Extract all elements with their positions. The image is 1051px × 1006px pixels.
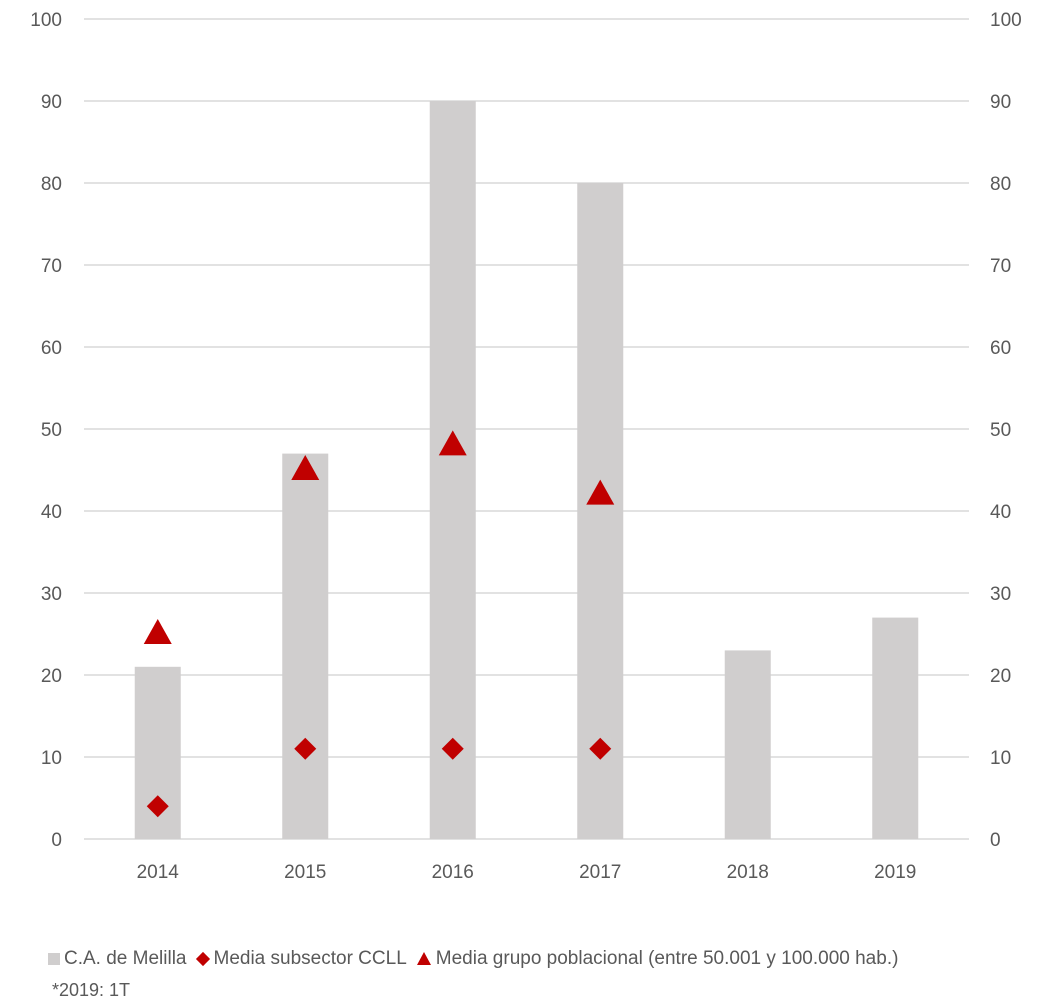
y-tick-label-right: 60 [990, 338, 1011, 359]
y-tick-label-left: 80 [41, 174, 62, 195]
legend-bar-swatch-icon [48, 953, 60, 965]
legend-label-subsector: Media subsector CCLL [213, 948, 407, 969]
diamond-point-2014 [146, 795, 169, 818]
y-tick-label-right: 100 [990, 10, 1022, 31]
bar-2018 [724, 650, 771, 839]
y-axis-left: 0 10 20 30 40 50 60 70 80 90 100 [30, 10, 62, 851]
x-tick-label: 2017 [579, 862, 621, 883]
y-tick-label-right: 20 [990, 666, 1011, 687]
y-tick-label-right: 10 [990, 748, 1011, 769]
gridlines [84, 18, 969, 840]
x-tick-label: 2015 [284, 862, 326, 883]
y-tick-label-left: 70 [41, 256, 62, 277]
y-tick-label-left: 20 [41, 666, 62, 687]
y-tick-label-left: 10 [41, 748, 62, 769]
x-tick-label: 2014 [137, 862, 180, 883]
y-tick-label-left: 50 [41, 420, 62, 441]
y-tick-label-left: 30 [41, 584, 62, 605]
y-tick-label-right: 0 [990, 830, 1001, 851]
x-tick-label: 2018 [727, 862, 769, 883]
y-tick-label-left: 0 [51, 830, 62, 851]
footnote: *2019: 1T [52, 980, 131, 1000]
triangle-point-2014 [143, 619, 172, 644]
legend-item-grupo: Media grupo poblacional (entre 50.001 y … [415, 948, 899, 970]
x-tick-label: 2019 [874, 862, 916, 883]
bar-2015 [282, 453, 329, 839]
legend-label-grupo: Media grupo poblacional (entre 50.001 y … [435, 948, 899, 969]
legend-label-melilla: C.A. de Melilla [64, 948, 187, 969]
bar-2016 [429, 101, 476, 839]
y-tick-label-right: 50 [990, 420, 1011, 441]
x-axis: 2014 2015 2016 2017 2018 2019 [137, 862, 917, 883]
triangle-point-2017 [586, 479, 615, 505]
triangle-point-2016 [438, 430, 467, 456]
y-tick-label-left: 60 [41, 338, 62, 359]
y-axis-right: 0 10 20 30 40 50 60 70 80 90 100 [990, 10, 1022, 851]
y-tick-label-left: 40 [41, 502, 62, 523]
bar-2019 [872, 617, 919, 839]
diamond-point-2016 [441, 737, 464, 760]
y-tick-label-right: 80 [990, 174, 1011, 195]
legend-triangle-icon [416, 951, 431, 965]
y-tick-label-left: 100 [30, 10, 62, 31]
x-tick-label: 2016 [432, 862, 474, 883]
y-tick-label-right: 90 [990, 92, 1011, 113]
diamond-point-2017 [589, 737, 612, 760]
legend-diamond-icon [195, 951, 210, 967]
legend: C.A. de Melilla Media subsector CCLL Med… [48, 948, 906, 970]
marker-series [143, 430, 615, 818]
bar-2017 [577, 183, 624, 839]
legend-item-subsector: Media subsector CCLL [195, 948, 407, 970]
y-tick-label-right: 70 [990, 256, 1011, 277]
y-tick-label-left: 90 [41, 92, 62, 113]
y-tick-label-right: 30 [990, 584, 1011, 605]
y-tick-label-right: 40 [990, 502, 1011, 523]
triangle-point-2015 [291, 455, 320, 480]
legend-item-melilla: C.A. de Melilla [48, 948, 187, 970]
bar-series [134, 101, 919, 839]
chart-canvas: 0 10 20 30 40 50 60 70 80 90 100 0 10 20 30 40 50 60 70 80… [30, 10, 1022, 883]
diamond-point-2015 [294, 737, 317, 760]
